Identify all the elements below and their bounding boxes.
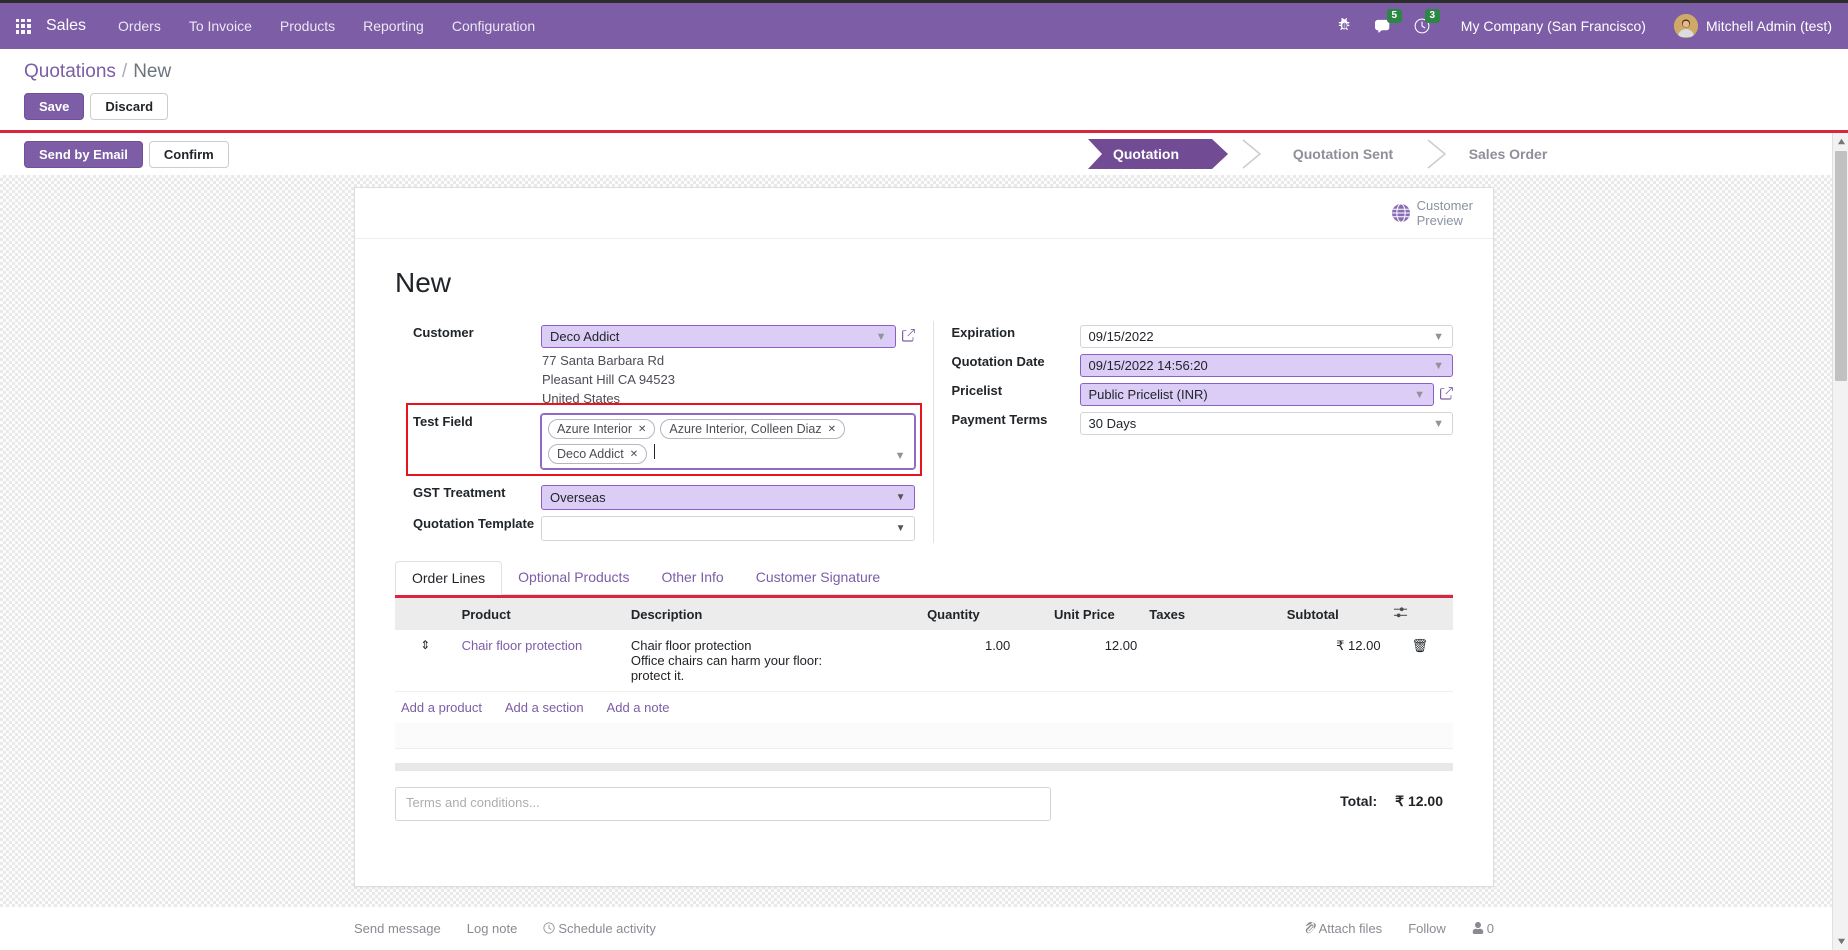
svg-text:Quotation Sent: Quotation Sent <box>1293 146 1394 162</box>
svg-text:Quotation: Quotation <box>1113 146 1179 162</box>
svg-text:Sales Order: Sales Order <box>1469 146 1548 162</box>
